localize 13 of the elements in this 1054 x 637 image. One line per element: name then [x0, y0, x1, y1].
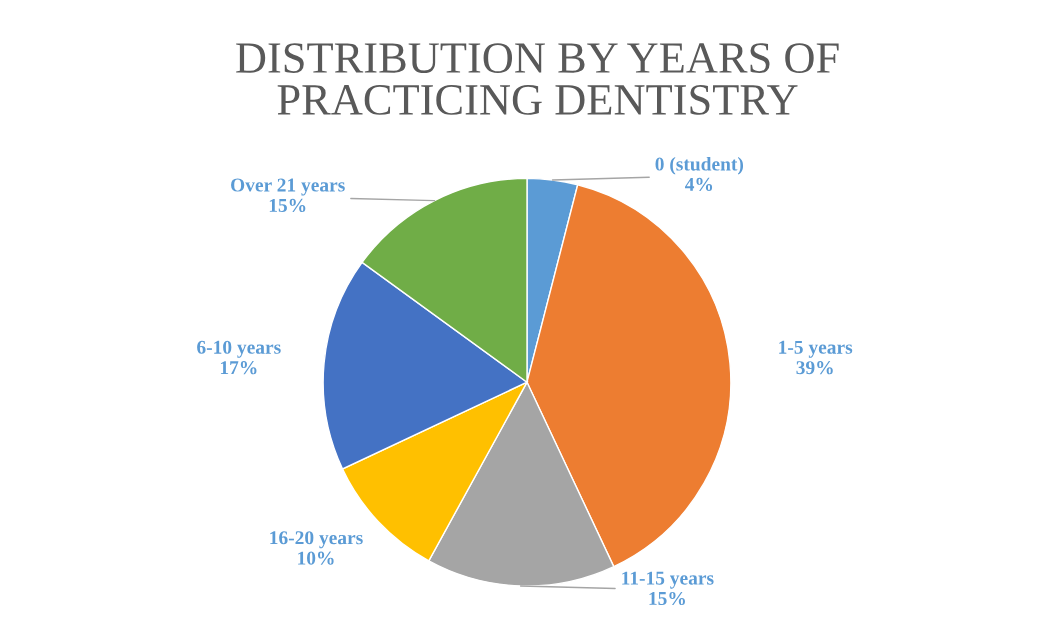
slice-label: 1-5 years	[779, 340, 853, 358]
data-label: 4%	[685, 177, 713, 192]
data-label: 17%	[220, 361, 257, 375]
slice-label: 16-20 years	[270, 531, 363, 549]
data-label: 39%	[796, 361, 833, 375]
slice-label: 11-15 years	[622, 571, 714, 589]
chart-title: DISTRIBUTION BY YEARS OF PRACTICING DENTISTRY	[236, 43, 839, 115]
slice-label: 0 (student)	[655, 156, 744, 175]
data-label: 15%	[649, 591, 685, 606]
data-label: 10%	[298, 551, 334, 565]
slice-label: Over 21 years	[231, 178, 345, 196]
slice-label: 6-10 years	[197, 340, 281, 358]
data-label: 15%	[269, 198, 306, 213]
